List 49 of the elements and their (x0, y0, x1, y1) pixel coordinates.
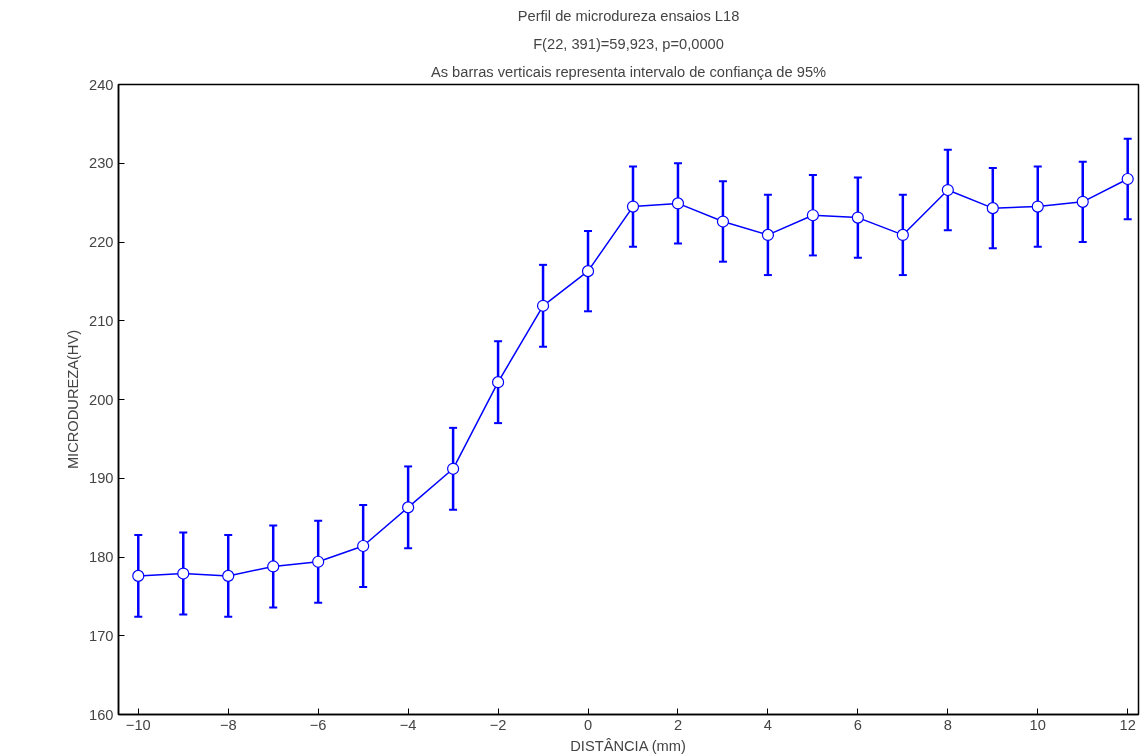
point (177, 567, 190, 580)
y-tick-label: 220 (89, 234, 114, 250)
x-tick-label: −10 (125, 716, 151, 733)
point (132, 569, 145, 582)
x-tick-label: 4 (763, 716, 772, 733)
y-tick-label: 190 (89, 470, 114, 487)
point (581, 265, 595, 278)
text: As barras verticais representa intervalo de confiança de 95% (430, 63, 827, 80)
point (671, 197, 685, 210)
x-tick-label: 10 (1029, 716, 1046, 733)
point (491, 376, 505, 389)
point (851, 211, 864, 224)
point (1121, 172, 1134, 186)
point (716, 215, 730, 228)
x-tick-label: −2 (489, 716, 507, 733)
y-tick-label: 200 (89, 391, 114, 408)
point (761, 228, 775, 241)
x-tick-label: 0 (583, 716, 593, 733)
chart-title: Perfil de microdureza ensaios L18 (517, 7, 740, 24)
point (357, 539, 370, 553)
x-tick-label: −4 (399, 716, 417, 733)
point (1076, 195, 1089, 208)
point (447, 462, 460, 475)
point (222, 569, 235, 582)
point (312, 555, 325, 568)
point (267, 560, 280, 573)
y-tick-label: 180 (89, 549, 114, 565)
point (986, 202, 999, 215)
y-tick-label: 170 (89, 627, 114, 644)
point (536, 299, 550, 312)
x-tick-label: −6 (309, 716, 327, 733)
x-tick-label: 12 (1119, 716, 1136, 733)
x-tick-label: 6 (853, 716, 862, 733)
y-tick-label: 210 (89, 312, 114, 329)
point (896, 228, 909, 241)
x-tick-label: −8 (219, 716, 237, 733)
point (626, 200, 640, 213)
x-axis-title: DISTÂNCIA (mm) (570, 737, 686, 754)
y-tick-label: 230 (89, 155, 114, 172)
point (402, 501, 415, 514)
x-tick-label: 8 (943, 716, 952, 733)
point (806, 209, 819, 222)
y-axis-title: MICRODUREZA(HV) (65, 329, 82, 470)
y-tick-label: 160 (89, 706, 114, 723)
point (1031, 200, 1044, 213)
point (941, 183, 954, 197)
x-tick-label: 2 (673, 716, 683, 733)
chart-subtitle: F(22, 391)=59,923, p=0,0000 (533, 35, 724, 52)
y-tick-label: 240 (89, 76, 114, 93)
